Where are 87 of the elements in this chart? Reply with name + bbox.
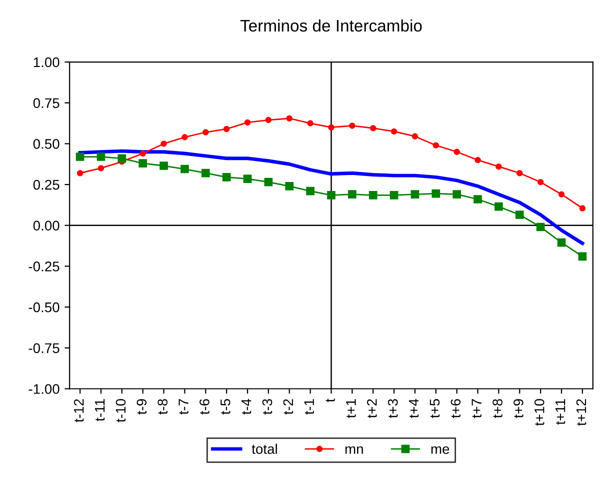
point: [536, 222, 545, 232]
x-tick-label: t-11: [95, 399, 105, 422]
x-tick-label: t-10: [116, 399, 126, 422]
y-tick-label: -1.00: [28, 384, 60, 394]
point: [474, 195, 482, 204]
x-tick-label: t+6: [450, 399, 461, 418]
point: [201, 168, 210, 178]
x-tick-label: t-6: [200, 399, 210, 414]
point: [140, 150, 146, 157]
y-tick-label: 0.00: [33, 220, 60, 231]
point: [264, 178, 273, 186]
point: [160, 162, 168, 170]
y-tick-label: 0.25: [33, 180, 60, 190]
point: [285, 182, 294, 190]
point: [222, 173, 231, 182]
y-tick-label: 0.75: [33, 98, 60, 108]
point: [558, 191, 565, 198]
point: [370, 125, 376, 132]
point: [76, 170, 84, 176]
x-tick-label: t-7: [178, 399, 188, 414]
x-tick-label: t-5: [220, 399, 230, 414]
point: [138, 159, 148, 168]
point: [98, 165, 104, 172]
x-tick-label: t+11: [556, 399, 566, 425]
x-tick-label: t+1: [346, 399, 356, 418]
x-tick-label: t+8: [492, 399, 502, 418]
legend-label: total: [252, 444, 277, 454]
x-tick-label: t-3: [262, 399, 272, 414]
y-tick-label: 0.50: [33, 139, 60, 149]
point: [202, 129, 209, 136]
point: [390, 190, 398, 200]
point: [76, 152, 84, 161]
point: [496, 163, 502, 170]
x-tick-label: t-2: [283, 399, 294, 414]
chart-title: Terminos de Intercambio: [240, 19, 422, 32]
point: [452, 190, 462, 199]
point: [349, 122, 356, 129]
point: [578, 252, 587, 261]
point: [412, 133, 418, 140]
point: [182, 134, 188, 140]
point: [348, 190, 356, 199]
x-tick-label: t-4: [242, 398, 252, 414]
x-tick-label: t-1: [304, 399, 314, 414]
point: [286, 115, 292, 122]
point: [579, 205, 586, 212]
point: [474, 156, 481, 164]
point: [118, 154, 126, 163]
x-tick-label: t-8: [158, 399, 168, 414]
point: [180, 164, 189, 174]
point: [306, 186, 314, 196]
point: [494, 202, 503, 211]
point: [537, 178, 544, 186]
y-tick-label: -0.75: [28, 343, 60, 354]
y-tick-label: -0.50: [28, 302, 60, 312]
point: [265, 116, 272, 124]
x-tick-label: t-9: [136, 399, 147, 414]
point: [243, 174, 252, 183]
point: [368, 190, 378, 200]
point: [96, 152, 106, 161]
x-tick-label: t+7: [472, 399, 482, 418]
point: [432, 142, 440, 148]
x-tick-label: t-12: [74, 399, 84, 422]
x-tick-label: t+12: [576, 399, 586, 426]
point: [328, 124, 334, 130]
x-tick-label: t: [326, 398, 335, 402]
point: [432, 189, 440, 198]
x-tick-label: t+2: [366, 399, 377, 418]
point: [515, 210, 524, 219]
x-tick-label: t+3: [388, 399, 398, 418]
x-tick-label: t+10: [534, 399, 544, 426]
point: [390, 128, 398, 135]
point: [516, 170, 523, 176]
point: [327, 190, 336, 200]
point: [307, 120, 314, 126]
point: [410, 190, 420, 199]
legend-label: mn: [345, 446, 363, 454]
point: [244, 119, 251, 126]
legend-label: me: [431, 446, 450, 454]
y-tick-label: -0.25: [28, 262, 60, 272]
x-tick-label: t+9: [514, 399, 524, 418]
y-tick-label: 1.00: [34, 57, 60, 68]
point: [160, 140, 167, 147]
point: [223, 126, 230, 132]
x-tick-label: t+4: [409, 398, 419, 418]
point: [557, 238, 566, 247]
point: [454, 148, 460, 155]
x-tick-label: t+5: [430, 399, 440, 418]
